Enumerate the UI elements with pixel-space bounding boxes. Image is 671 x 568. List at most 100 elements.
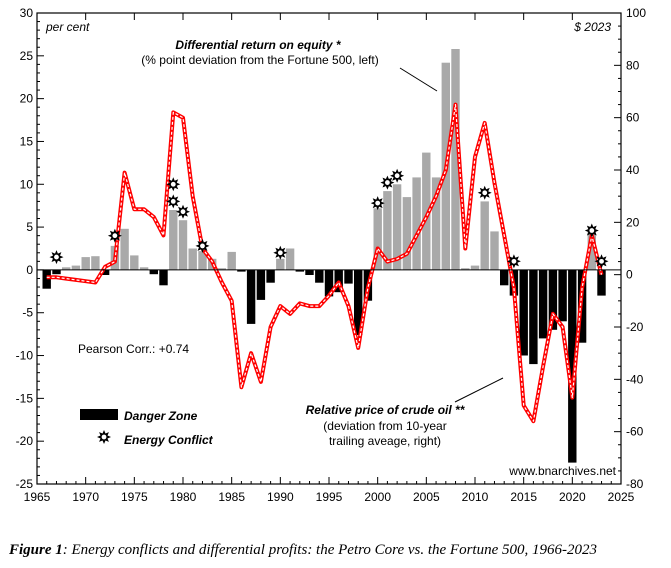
conflict-marker-1990: [273, 245, 288, 260]
bars-layer: [42, 49, 606, 463]
bar-1986: [237, 269, 246, 272]
bar-1976: [139, 267, 149, 270]
bar-1977: [149, 269, 158, 275]
axes-layer: 1965 1970 1975 1980 1985 1990 1995 2000 2005 2010…: [16, 6, 647, 504]
roe-title: Differential return on equity *: [175, 38, 341, 52]
left-tick-label-0: 0: [26, 263, 33, 277]
left-tick-label--20: -20: [16, 434, 34, 448]
bar-1982: [198, 251, 207, 270]
oil-subtitle-1: (deviation from 10-year: [323, 419, 446, 433]
bar-1987: [246, 269, 256, 324]
bar-2004: [412, 177, 421, 270]
bar-2012: [490, 231, 499, 270]
bar-1995: [324, 269, 334, 297]
bar-2018: [548, 269, 558, 330]
left-tick-label-30: 30: [20, 6, 34, 20]
bar-2016: [529, 269, 538, 365]
x-tick-label-2015: 2015: [510, 490, 537, 504]
x-tick-label-2000: 2000: [364, 490, 391, 504]
bar-1975: [130, 255, 139, 270]
right-tick-label--20: -20: [626, 320, 644, 334]
bar-1967: [52, 269, 61, 275]
source-label: www.bnarchives.net: [508, 464, 616, 478]
left-tick-label--10: -10: [16, 349, 34, 363]
conflict-marker-2011: [477, 185, 492, 200]
bar-1969: [71, 265, 81, 270]
oil-subtitle-2: trailing aveage, right): [329, 434, 441, 448]
bar-1988: [256, 269, 266, 300]
bar-1978: [159, 269, 168, 286]
right-unit-label: $ 2023: [573, 20, 611, 34]
right-tick-label-20: 20: [626, 215, 640, 229]
figure-caption: Figure 1: Energy conflicts and different…: [9, 542, 669, 559]
pearson-label: Pearson Corr.: +0.74: [78, 342, 189, 356]
bar-2019: [558, 269, 567, 322]
x-tick-label-2020: 2020: [559, 490, 586, 504]
left-unit-label: per cent: [45, 20, 90, 34]
caption-text: : Energy conflicts and differential prof…: [62, 542, 597, 558]
x-tick-label-2005: 2005: [413, 490, 440, 504]
conflict-marker-2022-center: [589, 228, 595, 233]
right-tick-label-80: 80: [626, 58, 640, 72]
left-tick-label--5: -5: [22, 306, 33, 320]
chart: 1965 1970 1975 1980 1985 1990 1995 2000 2005 2010…: [16, 6, 647, 504]
bar-1993: [305, 269, 314, 275]
x-tick-label-1990: 1990: [267, 490, 294, 504]
bar-1981: [188, 248, 197, 270]
bar-2017: [538, 269, 548, 339]
bar-2006: [431, 177, 441, 270]
legend-danger-label: Danger Zone: [124, 409, 198, 423]
bar-1998: [354, 269, 363, 335]
bar-2020: [568, 269, 577, 463]
left-tick-label-10: 10: [20, 177, 34, 191]
legend-conflict-icon: [97, 430, 111, 444]
bar-1974: [120, 228, 129, 270]
conflict-marker-2000: [370, 196, 385, 211]
bar-2001: [383, 191, 392, 270]
legend-danger-swatch: [80, 409, 118, 420]
right-tick-label--60: -60: [626, 425, 644, 439]
bar-1971: [91, 256, 100, 270]
left-tick-label-25: 25: [20, 49, 34, 63]
x-tick-label-1995: 1995: [316, 490, 343, 504]
conflict-marker-1979: [166, 177, 181, 192]
conflict-marker-1980: [176, 204, 190, 219]
bar-1992: [295, 269, 304, 272]
right-tick-label-100: 100: [626, 6, 646, 20]
left-tick-label--25: -25: [16, 477, 34, 491]
bar-2013: [500, 269, 509, 286]
x-tick-label-1970: 1970: [72, 490, 99, 504]
conflict-marker-2011-center: [482, 190, 488, 196]
bar-1972: [100, 269, 110, 275]
conflict-marker-1982: [195, 238, 210, 253]
x-tick-label-1985: 1985: [218, 490, 245, 504]
x-tick-label-1975: 1975: [121, 490, 148, 504]
bar-2005: [422, 152, 431, 270]
conflict-markers-layer: [49, 168, 609, 269]
conflict-marker-1979-center: [170, 199, 176, 204]
x-tick-label-1980: 1980: [170, 490, 197, 504]
legend-conflict-star-center: [101, 434, 107, 440]
conflict-marker-1973: [107, 228, 122, 243]
left-tick-label-20: 20: [20, 92, 34, 106]
left-tick-label-15: 15: [20, 134, 34, 148]
bar-2008: [451, 49, 460, 270]
caption-label: Figure 1: [9, 542, 63, 558]
conflict-marker-1967-center: [54, 254, 59, 260]
oil-line-layer: [46, 102, 604, 424]
conflict-marker-2023-center: [599, 258, 604, 264]
bar-1984: [217, 268, 227, 270]
conflict-marker-1990-center: [277, 250, 283, 256]
bar-1979: [169, 210, 178, 270]
conflict-marker-1967: [49, 250, 64, 265]
left-tick-label--15: -15: [16, 391, 34, 405]
bar-2015: [519, 269, 528, 356]
bar-1980: [178, 220, 188, 270]
x-tick-label-1965: 1965: [24, 490, 51, 504]
conflict-marker-1982-center: [200, 243, 205, 249]
bar-2002: [392, 184, 402, 270]
conflict-marker-1979: [166, 194, 181, 209]
conflict-marker-2001: [380, 175, 395, 190]
oil-title: Relative price of crude oil **: [306, 403, 466, 417]
roe-pointer: [399, 67, 438, 92]
